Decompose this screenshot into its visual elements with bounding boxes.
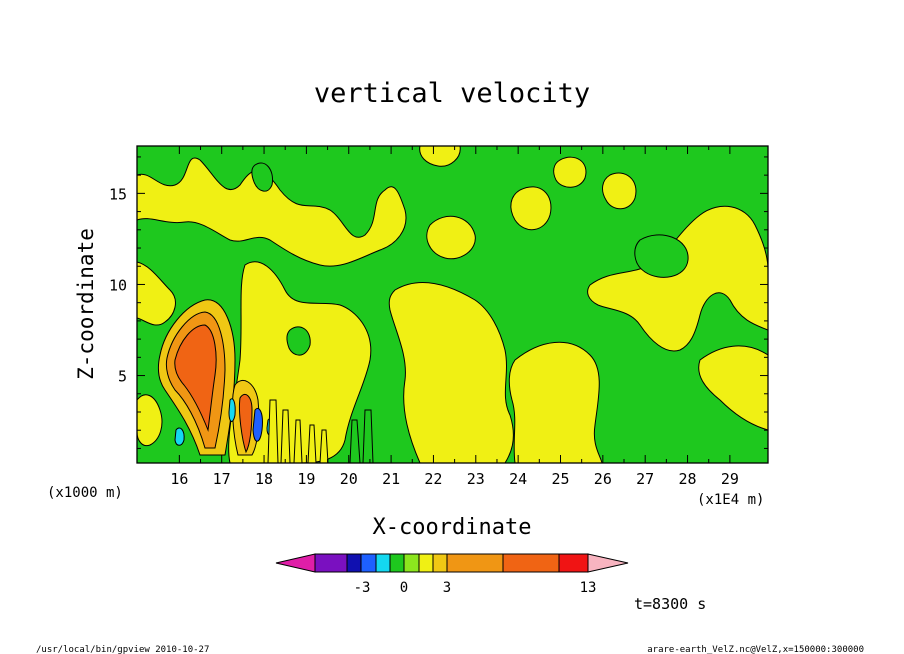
contour-stripe	[319, 429, 329, 463]
colorbar-label: 3	[443, 580, 451, 596]
colorbar-box	[418, 553, 434, 573]
contour-stripe	[362, 409, 374, 463]
contour-region-yellow	[137, 157, 407, 267]
colorbar-box	[446, 553, 504, 573]
x-tick-label: 22	[424, 470, 442, 488]
contour-stripe	[349, 419, 361, 463]
x-tick-label: 19	[297, 470, 315, 488]
contour-region-green	[634, 234, 689, 278]
colorbar-box	[360, 553, 377, 573]
colorbar-label: -3	[354, 580, 371, 596]
contour-region-negative	[252, 407, 263, 442]
contour-region-yellow	[137, 261, 176, 326]
y-tick-label: 5	[118, 368, 127, 386]
x-tick-label: 29	[721, 470, 739, 488]
y-axis: 5 10 15	[109, 156, 768, 449]
colorbar-box	[558, 553, 589, 573]
plot-frame	[136, 145, 769, 464]
colorbar-box	[389, 553, 405, 573]
colorbar	[275, 553, 629, 573]
x-unit-right: (x1E4 m)	[697, 492, 764, 508]
contour-stripe	[307, 424, 317, 463]
contour-stripe	[280, 409, 291, 463]
y-axis-label: Z-coordinate	[74, 228, 98, 380]
colorbar-box	[432, 553, 448, 573]
x-tick-label: 20	[340, 470, 358, 488]
x-tick-label: 24	[509, 470, 527, 488]
colorbar-arrow-high	[587, 553, 629, 573]
contour-stripe	[267, 399, 279, 463]
contour-region-yellow	[698, 345, 768, 431]
colorbar-box	[403, 553, 420, 573]
x-tick-label: 23	[467, 470, 485, 488]
contour-region-green	[286, 326, 311, 356]
colorbar-box	[314, 553, 348, 573]
time-label: t=8300 s	[634, 595, 706, 613]
colorbar-label: 0	[400, 580, 408, 596]
colorbar-label: 13	[580, 580, 597, 596]
colorbar-arrow-low	[275, 553, 316, 573]
contour-region-yellow	[602, 172, 637, 210]
contour-region-negative	[174, 427, 185, 446]
x-axis: 16 17 18 19 20 21 22 23 24 25 26 27 28 29	[170, 146, 739, 488]
x-tick-label: 16	[170, 470, 188, 488]
colorbar-box	[346, 553, 362, 573]
contour-region-yellow	[419, 146, 461, 167]
x-tick-label: 27	[636, 470, 654, 488]
contour-region-yellow	[388, 282, 514, 463]
x-tick-label: 21	[382, 470, 400, 488]
x-axis-label: X-coordinate	[373, 515, 532, 540]
colorbar-box	[375, 553, 391, 573]
footer-right: arare-earth_VelZ.nc@VelZ,x=150000:300000	[647, 645, 864, 654]
contour-region-yellow	[510, 186, 552, 230]
contour-region-yellow	[508, 341, 603, 463]
colorbar-labels: -3 0 3 13	[354, 580, 597, 596]
footer-left: /usr/local/bin/gpview 2010-10-27	[36, 645, 209, 654]
x-tick-label: 26	[594, 470, 612, 488]
y-tick-label: 10	[109, 276, 127, 294]
contour-region-stronger	[239, 394, 253, 454]
contour-region-stronger	[174, 324, 217, 432]
contour-region-yellow	[553, 156, 587, 188]
velocity-field	[137, 146, 768, 463]
contour-region-yellow	[426, 215, 476, 260]
x-tick-label: 28	[679, 470, 697, 488]
contour-region-green	[251, 162, 274, 192]
contour-stripe	[293, 419, 303, 463]
contour-region-negative	[228, 398, 236, 422]
x-tick-label: 25	[551, 470, 569, 488]
x-tick-label: 18	[255, 470, 273, 488]
contour-region-yellow	[137, 394, 163, 447]
chart-title: vertical velocity	[314, 78, 590, 109]
colorbar-box	[502, 553, 560, 573]
x-tick-label: 17	[213, 470, 231, 488]
contour-region-yellow	[587, 205, 768, 352]
y-tick-label: 15	[109, 185, 127, 203]
contour-region-yellow	[228, 261, 372, 463]
x-unit-left: (x1000 m)	[47, 485, 123, 501]
